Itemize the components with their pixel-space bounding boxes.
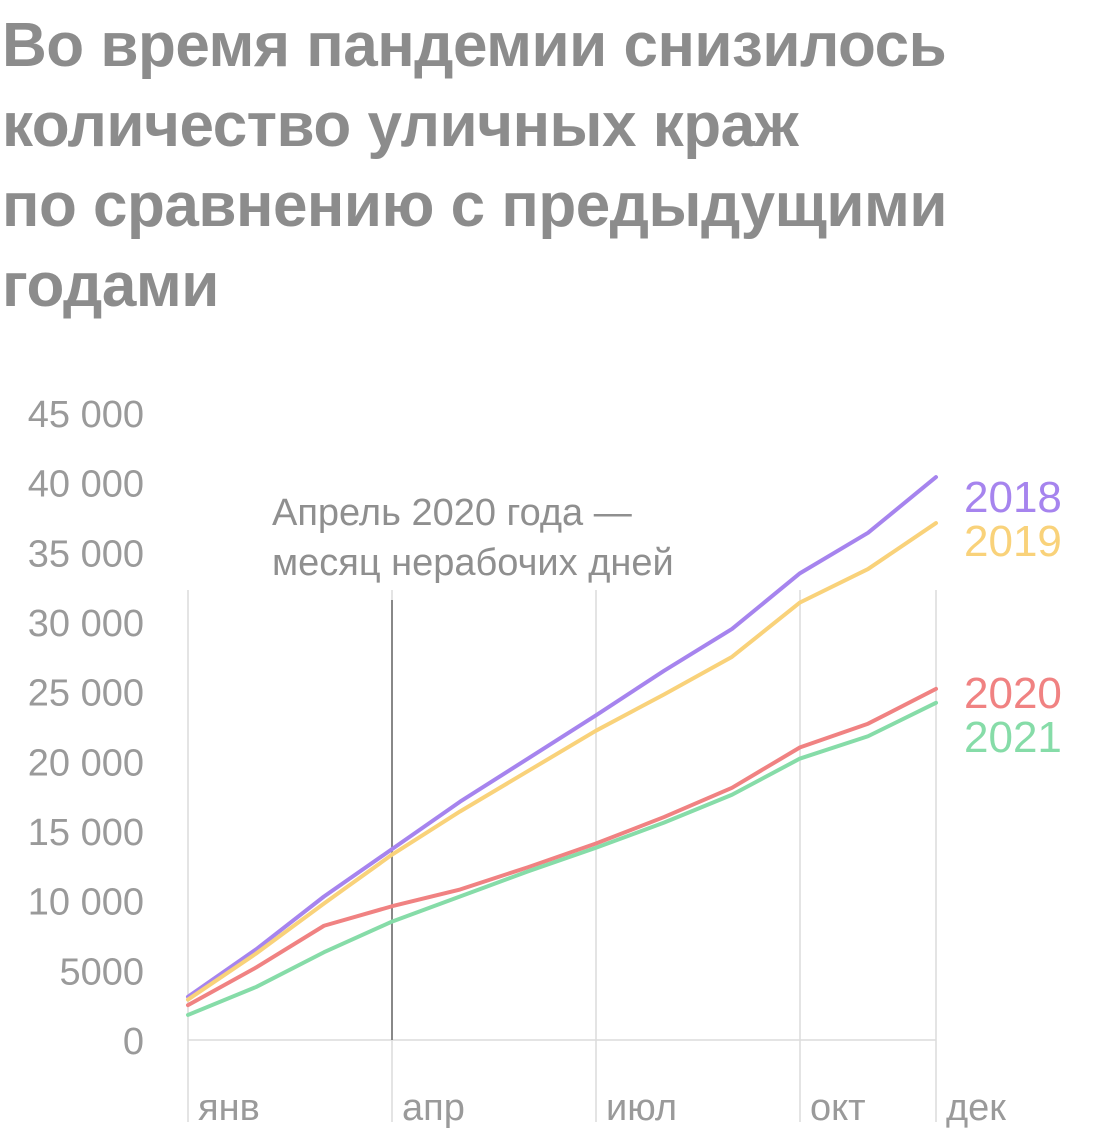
- x-tick-label: окт: [810, 1087, 866, 1129]
- y-tick-label: 10 000: [28, 882, 144, 924]
- y-tick-label: 45 000: [28, 394, 144, 436]
- y-tick-label: 30 000: [28, 603, 144, 645]
- series-label-2018: 2018: [964, 473, 1062, 522]
- annotation-text-line: месяц нерабочих дней: [272, 542, 674, 584]
- y-tick-label: 40 000: [28, 464, 144, 506]
- title-line-4: годами: [2, 251, 219, 320]
- y-tick-label: 15 000: [28, 812, 144, 854]
- x-tick-label: дек: [946, 1087, 1006, 1129]
- series-line-2021: [186, 700, 938, 1017]
- chart-title: Во время пандемии снизилось количество у…: [2, 6, 1112, 326]
- y-tick-label: 5000: [59, 951, 144, 993]
- title-line-2: количество уличных краж: [2, 91, 799, 160]
- title-line-3: по сравнению с предыдущими: [2, 171, 947, 240]
- x-tick-label: июл: [606, 1087, 677, 1129]
- y-tick-label: 0: [123, 1021, 144, 1063]
- annotation-text-line: Апрель 2020 года —: [272, 492, 632, 534]
- x-tick-label: апр: [402, 1087, 465, 1129]
- x-tick-label: янв: [198, 1087, 260, 1129]
- y-tick-label: 25 000: [28, 673, 144, 715]
- series-label-2020: 2020: [964, 669, 1062, 718]
- annotation: Апрель 2020 года — месяц нерабочих дней: [272, 492, 674, 1040]
- title-line-1: Во время пандемии снизилось: [2, 11, 947, 80]
- series-label-2019: 2019: [964, 517, 1062, 566]
- x-axis: янв апр июл окт дек: [198, 1087, 1006, 1129]
- y-tick-label: 35 000: [28, 533, 144, 575]
- y-tick-label: 20 000: [28, 742, 144, 784]
- series-line-2019: [186, 521, 938, 1002]
- series-lines: [186, 475, 938, 1017]
- series-line-2018: [186, 475, 938, 999]
- series-line-2020: [186, 686, 938, 1008]
- series-label-2021: 2021: [964, 713, 1062, 762]
- y-axis: 0 5000 10 000 15 000 20 000 25 000 30 000 35 00…: [28, 394, 144, 1063]
